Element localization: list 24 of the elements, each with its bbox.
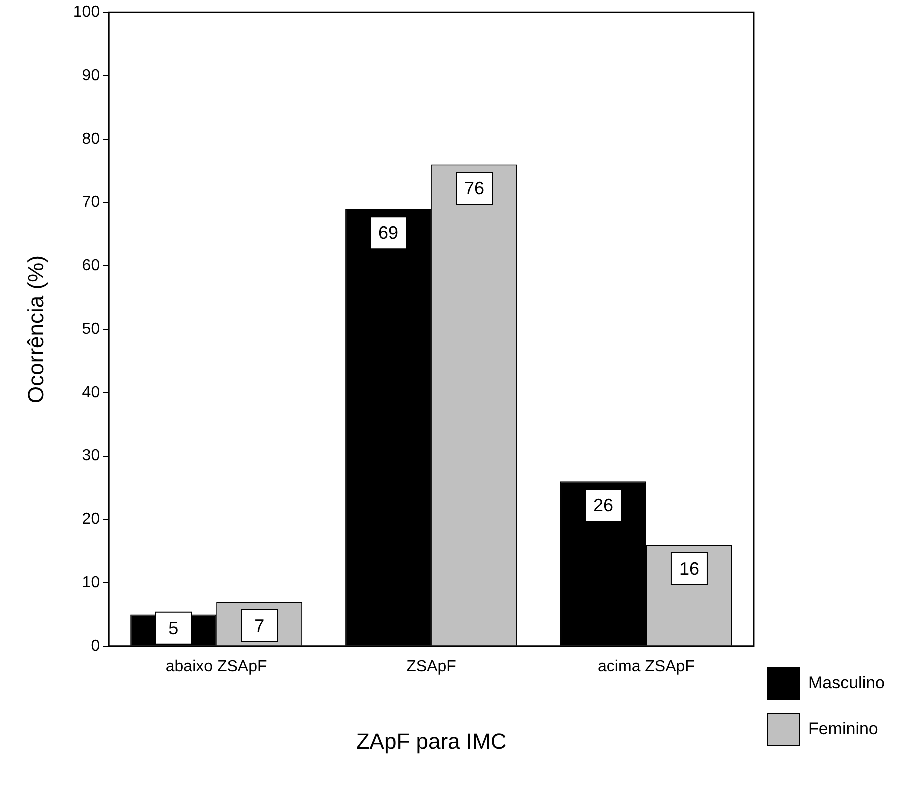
y-axis-title: Ocorrência (%) (23, 256, 48, 404)
data-label: 7 (254, 616, 265, 636)
y-tick-label: 60 (82, 258, 100, 275)
y-tick-label: 70 (82, 194, 100, 212)
y-tick-label: 10 (82, 574, 100, 592)
data-label: 26 (593, 496, 614, 516)
data-label: 5 (168, 618, 179, 638)
x-tick-label: acima ZSApF (598, 658, 696, 676)
y-tick-label: 90 (82, 67, 100, 84)
y-tick-label: 30 (82, 448, 100, 465)
data-label: 16 (679, 558, 700, 579)
legend-label: Feminino (808, 720, 878, 739)
y-tick-label: 40 (82, 384, 100, 402)
x-tick-label: ZSApF (406, 658, 457, 676)
y-tick-label: 0 (91, 638, 100, 655)
legend-label: Masculino (808, 674, 886, 693)
y-tick-label: 20 (82, 511, 100, 528)
y-tick-label: 100 (73, 4, 100, 22)
data-label: 69 (378, 223, 399, 244)
x-tick-label: abaixo ZSApF (166, 658, 268, 676)
y-tick-label: 50 (82, 320, 100, 338)
y-tick-label: 80 (82, 130, 100, 148)
data-label: 76 (464, 178, 485, 199)
x-axis-title: ZApF para IMC (356, 728, 507, 754)
